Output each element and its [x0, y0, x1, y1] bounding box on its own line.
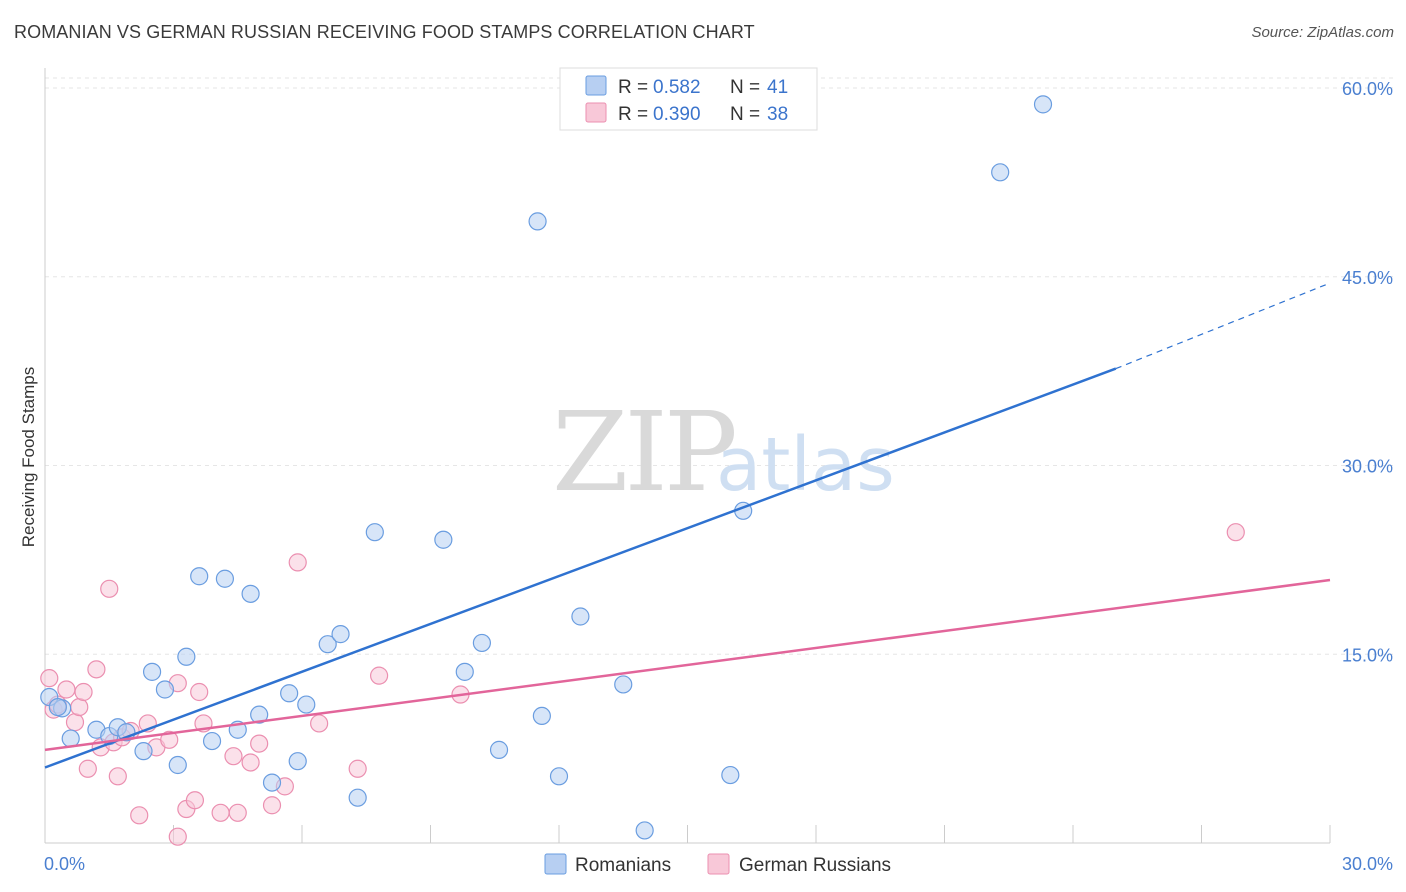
bottom-legend-swatch-german-russians	[707, 853, 730, 875]
point-romanians-7	[134, 742, 153, 761]
point-romanians-17	[250, 705, 269, 724]
point-german-russians-9	[100, 579, 119, 598]
legend-n-value-1: 38	[767, 104, 788, 125]
point-german-russians-3	[65, 713, 85, 732]
point-romanians-26	[434, 530, 453, 549]
bottom-legend-swatch-romanians	[544, 853, 567, 875]
point-romanians-23	[331, 625, 350, 644]
point-romanians-34	[614, 675, 633, 694]
point-romanians-20	[288, 752, 307, 771]
point-german-russians-34	[370, 666, 389, 685]
point-german-russians-29	[262, 796, 282, 815]
legend-r-value-1: 0.390	[653, 104, 701, 125]
point-romanians-36	[721, 765, 740, 785]
point-romanians-35	[635, 821, 654, 840]
point-romanians-18	[262, 773, 282, 792]
watermark-atlas: atlas	[716, 422, 895, 508]
point-german-russians-4	[70, 697, 89, 717]
watermark-zip: ZIP	[552, 388, 735, 516]
point-romanians-38	[991, 163, 1010, 182]
point-romanians-31	[532, 706, 551, 726]
point-romanians-14	[215, 569, 234, 588]
trend-line-german-russians	[44, 578, 1331, 752]
y-tick-label-2: 45.0%	[1342, 268, 1393, 288]
y-tick-label-0: 15.0%	[1342, 645, 1393, 665]
point-german-russians-21	[185, 791, 205, 810]
point-romanians-39	[1033, 95, 1053, 114]
point-romanians-12	[190, 567, 209, 586]
legend: R = 0.582 N = 41 R = 0.390 N = 38	[559, 67, 818, 131]
point-romanians-13	[202, 731, 222, 751]
point-german-russians-2	[57, 680, 76, 699]
point-romanians-19	[280, 684, 299, 703]
bottom-legend-romanians: Romanians	[575, 855, 671, 876]
trend-line-romanians	[44, 367, 1117, 769]
point-romanians-32	[549, 767, 569, 786]
axes	[44, 68, 1331, 844]
point-romanians-30	[528, 212, 547, 231]
point-german-russians-26	[228, 803, 247, 822]
trend-line-extension-romanians	[1115, 282, 1331, 370]
point-german-russians-5	[74, 682, 93, 702]
point-german-russians-36	[1226, 523, 1245, 542]
point-german-russians-33	[348, 759, 367, 778]
point-romanians-27	[455, 662, 474, 681]
watermark: ZIP atlas	[552, 388, 895, 516]
point-romanians-16	[241, 584, 260, 603]
legend-n-label-0: N =	[730, 77, 760, 98]
bottom-legend-german-russians: German Russians	[739, 855, 891, 876]
point-romanians-25	[365, 523, 384, 542]
point-romanians-10	[168, 755, 187, 775]
legend-swatch-romanians	[585, 75, 607, 96]
legend-n-value-0: 41	[767, 77, 788, 98]
point-german-russians-14	[130, 806, 149, 825]
legend-swatch-german-russians	[585, 102, 607, 123]
point-romanians-9	[155, 680, 175, 699]
point-german-russians-31	[288, 553, 307, 572]
chart-title: ROMANIAN VS GERMAN RUSSIAN RECEIVING FOO…	[14, 22, 755, 42]
y-tick-label-3: 60.0%	[1342, 79, 1393, 99]
point-german-russians-17	[160, 730, 179, 749]
point-german-russians-7	[87, 660, 106, 679]
gridlines	[45, 77, 1393, 655]
legend-r-label-1: R =	[618, 104, 648, 125]
legend-n-label-1: N =	[730, 104, 760, 125]
point-romanians-28	[472, 633, 491, 653]
point-romanians-24	[348, 788, 367, 807]
point-german-russians-22	[190, 682, 209, 702]
trend-lines	[44, 282, 1331, 769]
point-romanians-29	[489, 740, 509, 759]
point-german-russians-24	[211, 803, 230, 822]
point-german-russians-28	[250, 734, 269, 753]
point-romanians-22	[318, 635, 337, 654]
y-tick-labels: 15.0% 30.0% 45.0% 60.0%	[1342, 79, 1393, 665]
legend-r-value-0: 0.582	[653, 77, 701, 98]
point-german-russians-25	[224, 747, 243, 766]
point-romanians-21	[297, 695, 316, 714]
y-axis-title: Receiving Food Stamps	[19, 367, 38, 547]
point-german-russians-0	[40, 669, 59, 688]
source-credit: Source: ZipAtlas.com	[1251, 24, 1394, 41]
y-tick-label-1: 30.0%	[1342, 457, 1393, 477]
x-tick-max: 30.0%	[1342, 854, 1393, 874]
bottom-legend: Romanians German Russians	[544, 853, 891, 876]
point-german-russians-32	[310, 714, 329, 733]
point-german-russians-6	[78, 759, 97, 778]
point-romanians-40	[48, 697, 67, 717]
point-german-russians-11	[108, 767, 127, 786]
x-tick-min: 0.0%	[44, 854, 85, 874]
point-romanians-11	[177, 647, 196, 666]
point-romanians-33	[571, 607, 590, 626]
point-german-russians-27	[241, 753, 260, 772]
point-romanians-8	[142, 662, 162, 681]
legend-r-label-0: R =	[618, 77, 648, 98]
data-points	[40, 95, 1245, 846]
point-german-russians-18	[168, 827, 187, 846]
